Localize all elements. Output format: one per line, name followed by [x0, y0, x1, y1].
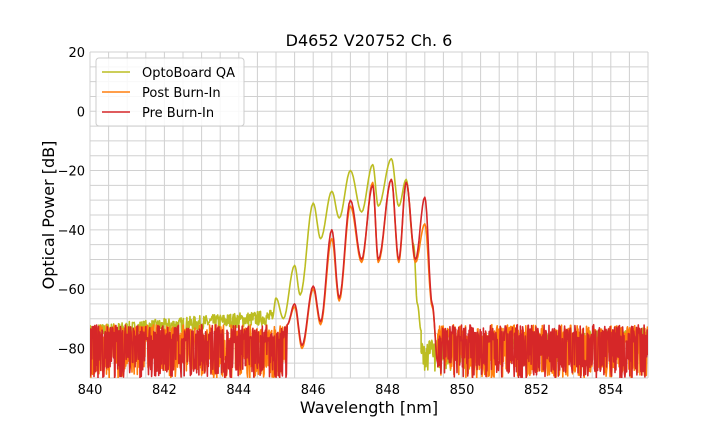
y-tick-label: 20 [68, 46, 85, 61]
chart-title: D4652 V20752 Ch. 6 [286, 31, 453, 50]
x-tick-label: 850 [450, 383, 475, 398]
y-tick-label: −40 [58, 224, 85, 239]
x-tick-label: 840 [78, 383, 103, 398]
x-tick-label: 852 [524, 383, 549, 398]
x-tick-label: 848 [375, 383, 400, 398]
x-tick-label: 846 [301, 383, 326, 398]
x-tick-label: 842 [152, 383, 177, 398]
x-tick-label: 854 [598, 383, 623, 398]
y-tick-label: −60 [58, 283, 85, 298]
x-tick-label: 844 [226, 383, 251, 398]
series-lines [90, 157, 648, 378]
x-axis-label: Wavelength [nm] [300, 398, 438, 417]
series-line-pre-burn-in [90, 178, 648, 378]
y-tick-label: 0 [77, 105, 85, 120]
y-tick-label: −20 [58, 165, 85, 180]
legend-label: OptoBoard QA [142, 66, 235, 81]
legend-label: Pre Burn-In [142, 106, 214, 121]
legend-label: Post Burn-In [142, 86, 221, 101]
y-tick-label: −80 [58, 342, 85, 357]
y-axis-label: Optical Power [dB] [39, 141, 58, 290]
tick-labels: 840 842 844 846 848 850 852 854 20 0 −20 −40 −60 −80 [58, 46, 624, 398]
legend: OptoBoard QA Post Burn-In Pre Burn-In [95, 57, 245, 127]
